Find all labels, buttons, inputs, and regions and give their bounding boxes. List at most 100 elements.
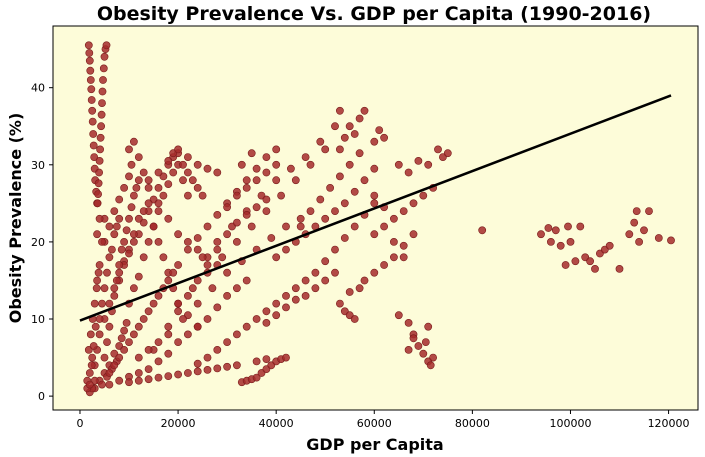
data-point [654,234,663,242]
data-point [127,203,136,212]
data-point [556,241,565,250]
data-point [360,176,369,185]
data-point [340,199,349,208]
data-point [316,195,325,204]
data-point [183,168,192,177]
y-tick-label: 20 [31,236,45,249]
data-point [394,311,403,320]
data-point [242,276,251,285]
data-point [635,237,643,246]
data-point [232,330,241,339]
data-point [237,160,246,169]
data-point [87,361,96,370]
data-point [350,130,359,138]
x-axis-label: GDP per Capita [306,435,443,454]
data-point [262,207,271,215]
data-point [296,222,305,231]
data-point [110,361,119,370]
data-point [169,268,178,277]
data-point [164,322,173,331]
data-point [571,257,580,266]
data-point [144,345,153,354]
data-point [443,149,452,158]
data-point [370,164,379,173]
data-point [547,237,555,246]
data-point [112,276,121,285]
data-point [345,122,354,131]
data-point [88,353,97,362]
data-point [120,345,128,354]
data-point [85,49,94,57]
data-point [105,222,114,231]
data-point [88,106,97,115]
data-point [478,226,487,235]
data-point [551,226,560,235]
data-point [183,369,192,377]
data-point [193,322,202,331]
data-point [86,76,95,84]
data-point [139,253,148,262]
data-point [95,214,104,223]
data-point [97,110,106,119]
data-point [144,199,153,208]
data-point [345,160,354,169]
data-point [103,268,111,277]
data-point [164,156,173,165]
data-point [134,153,143,161]
data-point [105,299,114,308]
data-point [355,114,364,123]
data-point [247,149,256,158]
data-point [399,241,408,250]
y-tick-label: 0 [38,390,45,403]
data-point [203,164,212,173]
data-point [183,153,192,161]
data-point [115,268,124,277]
data-point [223,203,231,212]
data-point [232,284,241,293]
data-point [174,261,182,269]
data-point [645,207,653,215]
data-point [100,52,109,61]
data-point [115,195,124,204]
data-point [272,176,281,185]
data-point [154,357,163,366]
data-point [291,284,300,293]
data-point [95,330,104,339]
data-point [375,126,384,135]
data-point [252,357,261,366]
data-point [399,253,408,262]
data-point [311,268,320,277]
data-point [223,338,231,346]
data-point [272,311,281,320]
data-point [213,303,222,312]
data-point [426,361,435,370]
data-point [370,230,379,239]
data-point [149,222,158,231]
data-point [164,214,173,223]
data-point [139,207,148,215]
data-point [252,203,261,212]
data-point [591,264,599,273]
data-point [99,76,107,84]
data-point [301,276,310,285]
data-point [247,222,256,231]
data-point [625,230,634,239]
data-point [355,284,364,293]
data-point [213,210,222,219]
data-point [129,237,138,246]
data-point [193,367,202,376]
data-point [242,210,251,219]
data-point [615,264,624,273]
data-point [223,230,231,239]
data-point [232,218,241,227]
data-point [105,369,114,377]
data-point [434,145,442,154]
data-point [291,295,300,304]
data-point [564,222,572,231]
data-point [213,168,222,177]
x-tick-label: 120000 [648,417,690,430]
data-point [115,353,124,362]
data-point [86,66,95,75]
data-point [360,276,369,285]
data-point [139,315,148,323]
